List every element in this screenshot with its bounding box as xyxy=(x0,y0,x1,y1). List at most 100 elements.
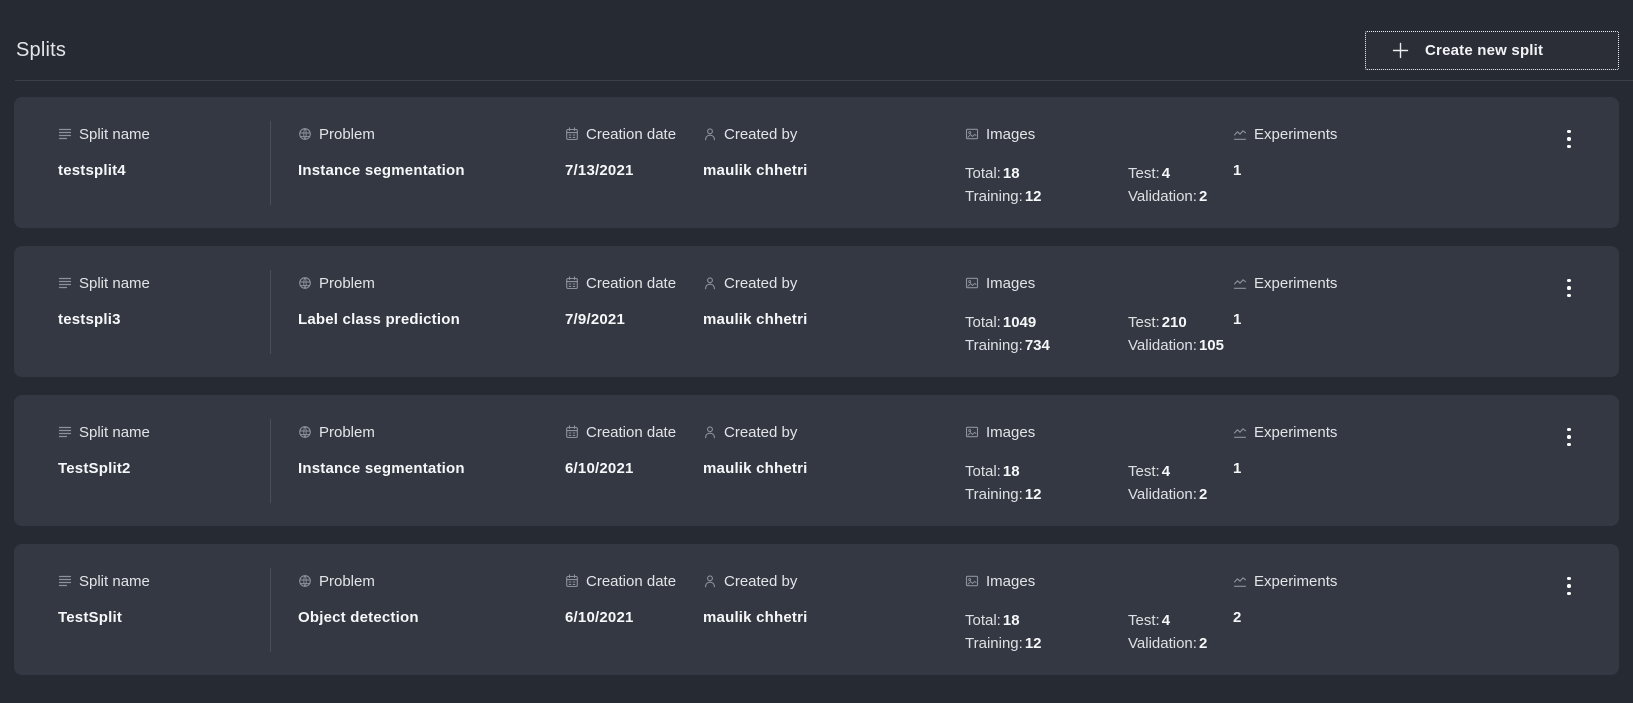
validation-stat: Validation: 2 xyxy=(1128,185,1207,208)
experiments-value: 1 xyxy=(1233,311,1242,328)
column-divider xyxy=(270,419,271,503)
problem-label: Problem xyxy=(319,274,375,292)
created-by-header: Created by xyxy=(703,423,965,441)
kebab-menu-icon xyxy=(1567,576,1571,581)
test-stat: Test: 4 xyxy=(1128,162,1207,185)
images-column: Images Total: 18 Training: 12 Test: 4 xyxy=(965,125,1233,208)
image-stats: Total: 18 Training: 12 Test: 4 Validation: 2 xyxy=(965,460,1233,506)
image-stats-left: Total: 18 Training: 12 xyxy=(965,609,1128,655)
experiments-header: Experiments xyxy=(1233,572,1619,590)
experiments-column: Experiments 1 xyxy=(1233,274,1619,329)
row-menu-button[interactable] xyxy=(1559,572,1579,600)
image-stats-left: Total: 18 Training: 12 xyxy=(965,460,1128,506)
images-header: Images xyxy=(965,423,1233,441)
split-card[interactable]: Split name testspli3 Problem Label class… xyxy=(14,246,1619,377)
total-label: Total: xyxy=(965,463,1001,480)
test-label: Test: xyxy=(1128,463,1160,480)
training-stat: Training: 734 xyxy=(965,334,1128,357)
created-by-label: Created by xyxy=(724,125,798,143)
creation-date-column: Creation date 7/13/2021 xyxy=(565,125,703,180)
row-menu-button[interactable] xyxy=(1559,125,1579,153)
brain-icon xyxy=(299,277,311,289)
images-header: Images xyxy=(965,274,1233,292)
user-icon xyxy=(705,426,715,439)
problem-header: Problem xyxy=(298,125,565,143)
split-name-header: Split name xyxy=(58,274,270,292)
experiments-column: Experiments 1 xyxy=(1233,125,1619,180)
training-stat: Training: 12 xyxy=(965,483,1128,506)
problem-column: Problem Instance segmentation xyxy=(298,125,565,180)
validation-stat: Validation: 2 xyxy=(1128,632,1207,655)
split-card[interactable]: Split name TestSplit Problem Object dete… xyxy=(14,544,1619,675)
line-chart-icon xyxy=(1233,428,1247,438)
brain-icon xyxy=(299,575,311,587)
created-by-column: Created by maulik chhetri xyxy=(703,125,965,180)
total-value: 18 xyxy=(1002,463,1020,480)
row-menu-button[interactable] xyxy=(1559,423,1579,451)
creation-date-label: Creation date xyxy=(586,572,677,590)
kebab-menu-icon xyxy=(1567,591,1571,596)
images-column: Images Total: 1049 Training: 734 Test: 210 xyxy=(965,274,1233,357)
kebab-menu-icon xyxy=(1567,442,1571,447)
created-by-value: maulik chhetri xyxy=(703,609,808,626)
created-by-column: Created by maulik chhetri xyxy=(703,572,965,627)
split-name-value: testspli3 xyxy=(58,311,121,328)
problem-column: Problem Object detection xyxy=(298,572,565,627)
experiments-header: Experiments xyxy=(1233,125,1619,143)
create-new-split-button[interactable]: Create new split xyxy=(1365,31,1619,70)
problem-value: Label class prediction xyxy=(298,311,460,328)
creation-date-column: Creation date 6/10/2021 xyxy=(565,572,703,627)
creation-date-column: Creation date 7/9/2021 xyxy=(565,274,703,329)
problem-header: Problem xyxy=(298,572,565,590)
split-name-column: Split name TestSplit2 xyxy=(58,423,270,478)
images-label: Images xyxy=(986,423,1036,441)
kebab-menu-icon xyxy=(1567,144,1571,149)
split-name-label: Split name xyxy=(79,274,150,292)
split-card[interactable]: Split name testsplit4 Problem Instance s… xyxy=(14,97,1619,228)
create-new-split-label: Create new split xyxy=(1425,42,1544,59)
created-by-header: Created by xyxy=(703,274,965,292)
image-stats-right: Test: 4 Validation: 2 xyxy=(1128,609,1207,655)
image-stats-right: Test: 4 Validation: 2 xyxy=(1128,460,1207,506)
brain-icon xyxy=(299,128,311,140)
test-value: 210 xyxy=(1161,314,1187,331)
problem-value: Instance segmentation xyxy=(298,460,465,477)
column-divider xyxy=(270,121,271,205)
list-lines-icon xyxy=(58,426,72,438)
image-stats: Total: 18 Training: 12 Test: 4 Validation: 2 xyxy=(965,609,1233,655)
problem-value: Instance segmentation xyxy=(298,162,465,179)
image-stats: Total: 18 Training: 12 Test: 4 Validation: 2 xyxy=(965,162,1233,208)
created-by-header: Created by xyxy=(703,572,965,590)
image-stats-left: Total: 18 Training: 12 xyxy=(965,162,1128,208)
total-label: Total: xyxy=(965,165,1001,182)
brain-icon xyxy=(299,426,311,438)
problem-column: Problem Label class prediction xyxy=(298,274,565,329)
created-by-label: Created by xyxy=(724,274,798,292)
row-menu-button[interactable] xyxy=(1559,274,1579,302)
kebab-menu-icon xyxy=(1567,278,1571,283)
total-value: 18 xyxy=(1002,612,1020,629)
validation-label: Validation: xyxy=(1128,337,1197,354)
validation-label: Validation: xyxy=(1128,188,1197,205)
kebab-menu-icon xyxy=(1567,293,1571,298)
kebab-menu-icon xyxy=(1567,435,1571,439)
created-by-header: Created by xyxy=(703,125,965,143)
creation-date-value: 6/10/2021 xyxy=(565,460,634,477)
test-value: 4 xyxy=(1161,612,1171,629)
kebab-menu-icon xyxy=(1567,129,1571,134)
column-divider xyxy=(270,568,271,652)
column-divider xyxy=(270,270,271,354)
line-chart-icon xyxy=(1233,130,1247,140)
image-icon xyxy=(965,575,979,587)
split-name-value: TestSplit2 xyxy=(58,460,131,477)
created-by-label: Created by xyxy=(724,423,798,441)
training-value: 12 xyxy=(1024,486,1042,503)
total-value: 18 xyxy=(1002,165,1020,182)
image-stats-left: Total: 1049 Training: 734 xyxy=(965,311,1128,357)
images-column: Images Total: 18 Training: 12 Test: 4 xyxy=(965,572,1233,655)
split-card[interactable]: Split name TestSplit2 Problem Instance s… xyxy=(14,395,1619,526)
test-value: 4 xyxy=(1161,165,1171,182)
user-icon xyxy=(705,277,715,290)
created-by-value: maulik chhetri xyxy=(703,162,808,179)
kebab-menu-icon xyxy=(1567,137,1571,141)
